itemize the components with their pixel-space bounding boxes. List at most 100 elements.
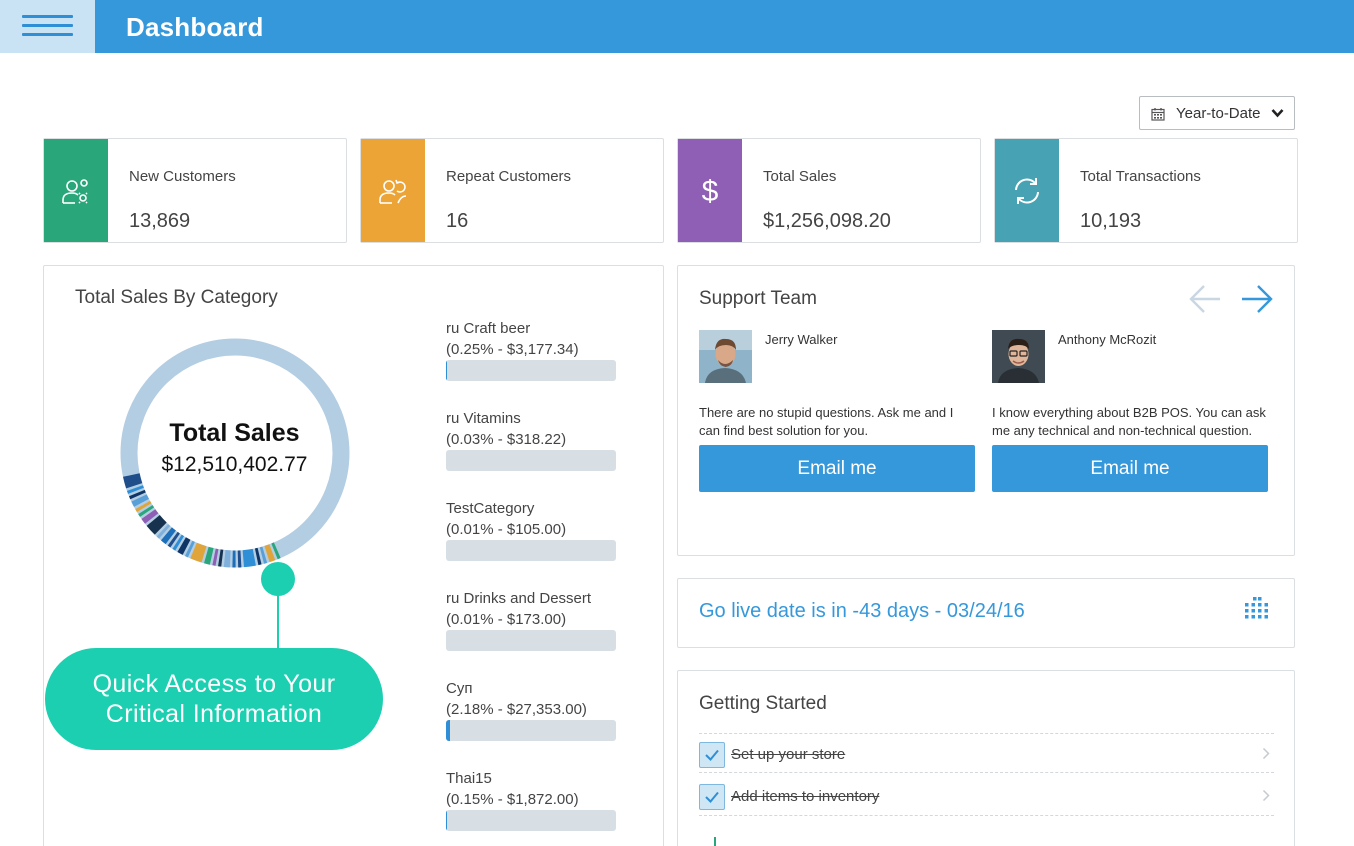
category-name: Суп [446, 680, 473, 697]
category-bar [446, 540, 616, 561]
category-name: ru Craft beer [446, 320, 531, 337]
sales-by-category-panel: Total Sales By Category Total Sales $12,… [43, 265, 664, 846]
donut-segment [264, 544, 276, 563]
donut-center-value: $12,510,402.77 [161, 453, 308, 476]
donut-small-segments [123, 473, 281, 568]
callout-line-2: Critical Information [105, 700, 323, 728]
stat-value: 10,193 [1080, 210, 1142, 232]
donut-center-title: Total Sales [169, 419, 300, 447]
donut-segment [242, 548, 256, 568]
donut-segment [177, 537, 191, 555]
hamburger-icon-line [22, 24, 73, 27]
stat-card-repeat-customers: Repeat Customers 16 [360, 138, 664, 243]
callout-connector [261, 562, 295, 652]
panel-title: Getting Started [699, 693, 827, 714]
stat-card-total-transactions: Total Transactions 10,193 [994, 138, 1298, 243]
feature-callout: Quick Access to Your Critical Informatio… [45, 648, 383, 750]
stat-label: Total Sales [763, 168, 837, 185]
category-bar-fill [446, 720, 450, 741]
hamburger-icon-line [22, 33, 73, 36]
donut-segment [138, 505, 155, 517]
hamburger-menu-button[interactable] [0, 0, 95, 53]
donut-segment [156, 524, 171, 539]
chevron-right-icon [1262, 747, 1270, 760]
arrow-right-icon[interactable] [1240, 284, 1274, 314]
getting-started-panel: Getting Started Set up your store Add it… [677, 670, 1295, 846]
donut-segment [271, 542, 281, 560]
support-team-panel: Support Team Jerry Walker There are no s… [677, 265, 1295, 556]
donut-segment [141, 509, 159, 524]
panel-title: Total Sales By Category [75, 287, 278, 308]
avatar [699, 330, 752, 383]
stat-value: $1,256,098.20 [763, 210, 891, 232]
page-title: Dashboard [126, 12, 264, 42]
category-bar [446, 450, 616, 471]
donut-segment [204, 546, 214, 565]
category-bar [446, 720, 616, 741]
arrow-left-icon[interactable] [1188, 284, 1222, 314]
donut-segment [212, 548, 219, 566]
refresh-icon [995, 139, 1059, 242]
task-item[interactable]: Add items to inventory [699, 776, 1274, 816]
category-name: ru Drinks and Dessert [446, 590, 592, 607]
category-name: TestCategory [446, 500, 535, 517]
task-checkbox[interactable] [699, 784, 725, 810]
svg-text:$: $ [702, 175, 719, 208]
chevron-right-icon [1262, 789, 1270, 802]
category-detail: (0.03% - $318.22) [446, 431, 567, 448]
new-customers-icon [44, 139, 108, 242]
date-range-dropdown[interactable]: Year-to-Date [1139, 96, 1295, 130]
email-me-button[interactable]: Email me [699, 445, 975, 492]
donut-segment [123, 473, 143, 489]
stat-label: New Customers [129, 168, 236, 185]
category-detail: (0.15% - $1,872.00) [446, 791, 579, 808]
go-live-panel: Go live date is in -43 days - 03/24/16 [677, 578, 1295, 648]
stat-value: 16 [446, 210, 469, 232]
go-live-text: Go live date is in -43 days - 03/24/16 [699, 600, 1025, 622]
support-member-quote: There are no stupid questions. Ask me an… [699, 405, 954, 438]
category-detail: (0.25% - $3,177.34) [446, 341, 579, 358]
dollar-icon: $ [678, 139, 742, 242]
task-label: Add items to inventory [731, 788, 880, 805]
donut-segment [128, 489, 146, 500]
grid-calendar-icon[interactable] [1245, 597, 1269, 623]
donut-segment [190, 542, 207, 563]
callout-line-1: Quick Access to Your [92, 670, 336, 698]
avatar [992, 330, 1045, 383]
category-bar [446, 630, 616, 651]
top-bar: Dashboard [0, 0, 1354, 53]
category-detail: (0.01% - $105.00) [446, 521, 567, 538]
support-member-name: Anthony McRozit [1058, 332, 1157, 347]
category-detail: (2.18% - $27,353.00) [446, 701, 587, 718]
task-progress-marker [714, 837, 716, 846]
task-item[interactable]: Set up your store [699, 733, 1274, 773]
donut-segment [131, 494, 150, 507]
donut-segment [146, 514, 167, 535]
hamburger-icon-line [22, 15, 73, 18]
task-checkbox[interactable] [699, 742, 725, 768]
donut-segment [160, 527, 176, 545]
checkmark-icon [705, 749, 719, 761]
sales-donut-chart [120, 338, 350, 568]
category-bar [446, 810, 616, 831]
category-detail: (0.01% - $173.00) [446, 611, 567, 628]
category-name: ru Vitamins [446, 410, 521, 427]
email-me-button[interactable]: Email me [992, 445, 1268, 492]
donut-segment [254, 547, 262, 566]
donut-segment [172, 534, 185, 551]
date-range-value: Year-to-Date [1176, 105, 1261, 122]
donut-segment [184, 540, 195, 558]
support-member-quote: I know everything about B2B POS. You can… [992, 405, 1266, 438]
stat-value: 13,869 [129, 210, 191, 232]
calendar-icon [1151, 108, 1165, 121]
chevron-down-icon [1271, 109, 1284, 118]
stat-label: Total Transactions [1080, 168, 1201, 185]
repeat-customers-icon [361, 139, 425, 242]
task-label: Set up your store [731, 746, 846, 763]
stat-label: Repeat Customers [446, 168, 572, 185]
checkmark-icon [705, 791, 719, 803]
category-bar [446, 360, 616, 381]
donut-segment [126, 485, 144, 494]
donut-segment [135, 500, 152, 512]
support-member-name: Jerry Walker [765, 332, 838, 347]
